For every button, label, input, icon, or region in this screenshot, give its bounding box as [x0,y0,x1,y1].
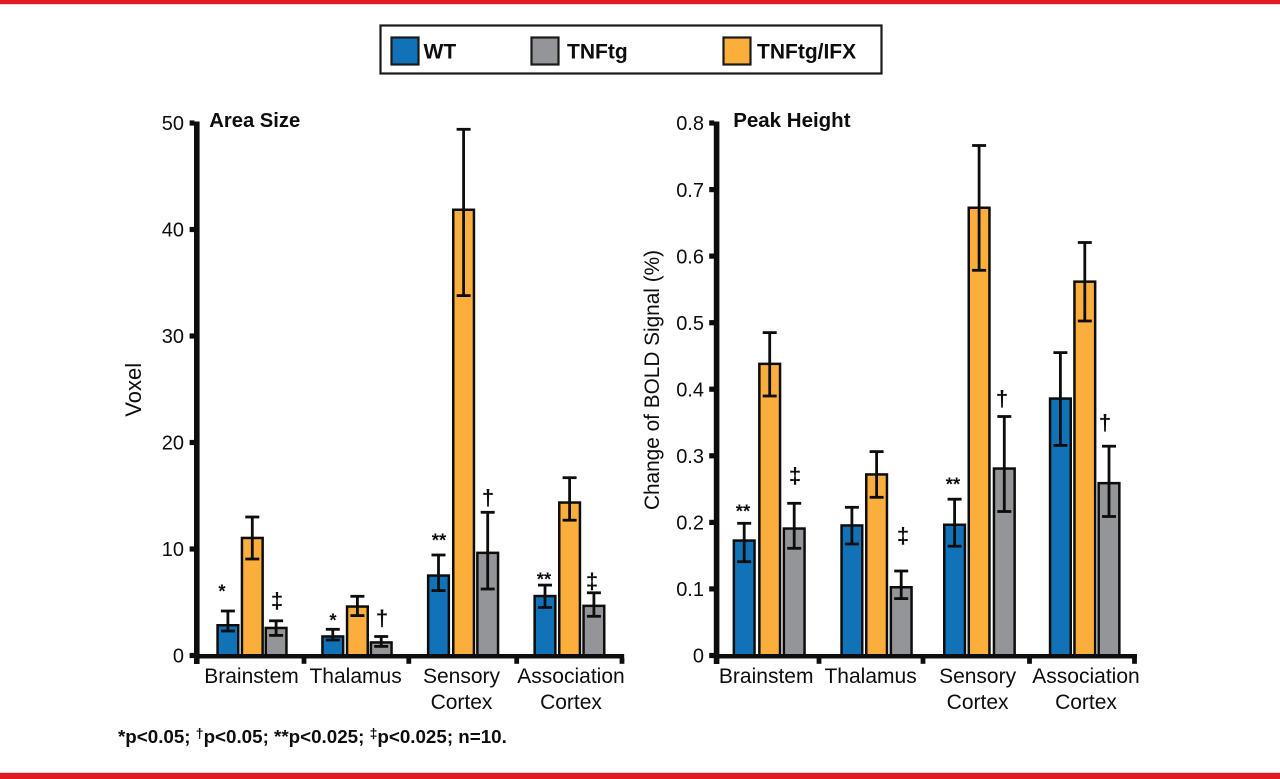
svg-text:0.8: 0.8 [676,113,704,135]
svg-text:Thalamus: Thalamus [309,665,401,688]
svg-text:Cortex: Cortex [431,691,493,714]
svg-text:Thalamus: Thalamus [824,665,916,688]
svg-text:**: ** [736,500,751,521]
svg-text:Cortex: Cortex [947,691,1009,714]
svg-text:*: * [218,580,226,601]
svg-text:WT: WT [424,41,457,64]
svg-text:Brainstem: Brainstem [719,665,814,688]
svg-text:†: † [996,386,1009,411]
svg-text:Brainstem: Brainstem [204,665,299,688]
svg-text:†: † [376,606,389,631]
svg-text:0: 0 [173,646,184,668]
svg-text:0.5: 0.5 [676,313,704,335]
svg-text:10: 10 [162,539,184,561]
svg-text:*p<0.05; †p<0.05; **p<0.025; ‡: *p<0.05; †p<0.05; **p<0.025; ‡p<0.025; n… [118,725,507,747]
svg-text:**: ** [537,568,552,589]
svg-text:0.6: 0.6 [676,246,704,268]
svg-text:‡: ‡ [897,523,910,548]
svg-text:Area Size: Area Size [209,110,300,132]
svg-text:**: ** [432,529,447,550]
svg-text:Sensory: Sensory [423,665,501,688]
svg-text:30: 30 [162,326,184,348]
svg-text:40: 40 [162,220,184,242]
svg-text:Cortex: Cortex [540,691,602,714]
svg-text:0: 0 [693,646,704,668]
svg-text:Change of BOLD Signal (%): Change of BOLD Signal (%) [641,250,664,510]
svg-text:Sensory: Sensory [939,665,1017,688]
svg-text:*: * [329,609,337,630]
svg-text:Association: Association [1032,665,1139,688]
svg-text:TNFtg: TNFtg [567,41,628,64]
svg-text:‡: ‡ [586,569,599,594]
svg-text:†: † [482,485,495,510]
svg-text:TNFtg/IFX: TNFtg/IFX [757,41,856,64]
svg-text:0.2: 0.2 [676,513,704,535]
svg-text:‡: ‡ [271,588,284,613]
svg-text:Association: Association [517,665,624,688]
svg-text:20: 20 [162,433,184,455]
svg-text:‡: ‡ [789,463,802,488]
svg-text:0.4: 0.4 [676,379,704,401]
svg-text:Cortex: Cortex [1055,691,1117,714]
svg-text:Peak Height: Peak Height [733,109,851,132]
svg-text:0.7: 0.7 [676,180,704,202]
svg-text:Voxel: Voxel [121,363,146,417]
svg-text:0.3: 0.3 [676,446,704,468]
svg-text:**: ** [946,473,961,494]
svg-text:0.1: 0.1 [676,579,704,601]
svg-text:†: † [1099,410,1112,435]
svg-text:50: 50 [162,113,184,135]
